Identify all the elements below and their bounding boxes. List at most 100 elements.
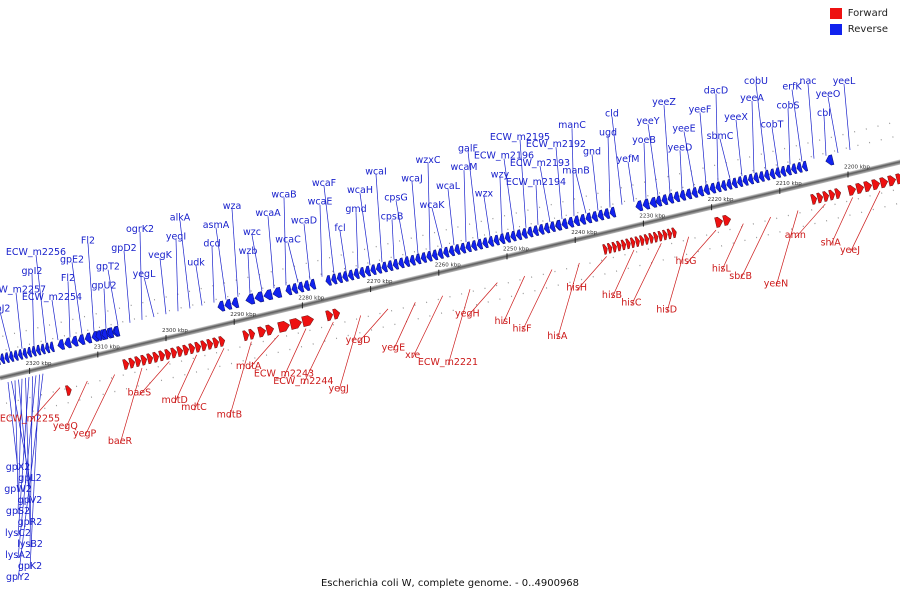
label-leader (519, 139, 527, 228)
label-leader (521, 269, 553, 332)
label-leader (483, 196, 491, 237)
forward-gene-arrow (289, 318, 302, 330)
label-leader (715, 93, 719, 182)
reverse-gene-arrow (403, 256, 411, 267)
gene-label-yegq: yegQ (53, 421, 78, 432)
reverse-gene-arrow (4, 352, 10, 363)
gene-label-fl2: Fl2 (81, 235, 95, 246)
reverse-gene-arrow (392, 258, 400, 270)
reverse-gene-arrow (649, 196, 658, 208)
label-leader (467, 282, 498, 317)
gene-label-wcaj: wcaJ (401, 174, 423, 185)
reverse-gene-arrow (398, 257, 405, 269)
label-leader (51, 300, 59, 341)
gene-label-ecw-m2255: ECW_m2255 (0, 414, 60, 425)
label-leader (427, 162, 431, 251)
gene-label-cld: cld (605, 109, 619, 120)
label-leader (355, 212, 359, 269)
reverse-gene-arrow (742, 174, 749, 186)
reverse-gene-arrow (597, 209, 605, 221)
label-leader (17, 378, 23, 515)
reverse-gene-arrow (224, 298, 233, 310)
forward-gene-arrow (671, 227, 677, 239)
gene-label-dacd: dacD (704, 86, 728, 97)
gene-label-ecw-m2243: ECW_m2243 (254, 369, 314, 380)
label-leader (71, 262, 83, 335)
label-leader (719, 138, 731, 179)
gene-label-baes: baeS (127, 387, 151, 398)
reverse-gene-arrow (697, 185, 705, 197)
gene-label-wzx: wzx (475, 188, 494, 199)
genome-caption: Escherichia coli W, complete genome. - 0… (320, 578, 580, 589)
reverse-gene-arrow (40, 343, 46, 355)
gene-label-gpu2: gpU2 (91, 281, 116, 292)
gene-label-yefm: yefM (616, 154, 639, 165)
label-leader (827, 96, 839, 153)
label-leader (751, 101, 755, 174)
label-leader (431, 207, 443, 249)
label-leader (175, 239, 179, 312)
legend-reverse-label: Reverse (847, 24, 888, 35)
gene-label-wcae: wcaE (308, 197, 333, 208)
tick-label: 2320 kbp (26, 361, 52, 367)
forward-gene-arrow (212, 337, 220, 349)
gene-label-gps2: gpS2 (6, 506, 30, 517)
reverse-gene-arrow (780, 165, 787, 177)
tick-label: 2200 kbp (844, 164, 870, 170)
reverse-gene-arrow (493, 234, 500, 246)
gene-label-gpv2: gpV2 (18, 495, 43, 506)
reverse-gene-arrow (591, 211, 599, 222)
reverse-gene-arrow (543, 222, 551, 234)
label-leader (502, 275, 525, 325)
reverse-gene-arrow (635, 200, 644, 212)
label-leader (823, 115, 827, 156)
label-leader (119, 367, 143, 445)
label-leader (248, 334, 279, 370)
gene-label-gpr2: gpR2 (18, 517, 43, 528)
reverse-gene-arrow (459, 242, 467, 254)
gene-label-vegk: vegK (148, 250, 172, 261)
gene-label-cbl: cbl (817, 108, 831, 119)
label-leader (663, 105, 671, 194)
reverse-gene-arrow (465, 241, 472, 253)
reverse-gene-arrow (715, 181, 722, 193)
reverse-gene-arrow (796, 162, 803, 173)
gene-label-wcak: wcaK (419, 200, 445, 211)
reverse-gene-arrow (409, 254, 416, 266)
gene-label-yeeo: yeeO (816, 89, 841, 100)
gene-label-yeen: yeeN (764, 278, 788, 289)
forward-gene-arrow (122, 359, 130, 370)
label-leader (627, 161, 635, 202)
reverse-gene-arrow (437, 248, 444, 259)
gene-label-ecw-m2192: ECW_m2192 (526, 139, 586, 150)
backbone-bar (0, 151, 900, 381)
gene-label-wcab: wcaB (271, 189, 296, 200)
gene-label-yegp: yegP (73, 428, 96, 439)
label-leader (84, 374, 115, 437)
gene-label-hisd: hisD (656, 305, 677, 316)
forward-gene-arrow (164, 349, 172, 360)
forward-gene-arrow (620, 239, 627, 251)
legend: Forward Reverse (829, 8, 888, 40)
reverse-gene-arrow (499, 233, 506, 245)
label-leader (338, 315, 362, 392)
reverse-gene-arrow (381, 261, 388, 273)
reverse-gene-arrow (573, 215, 581, 227)
label-leader (139, 231, 143, 320)
label-leader (215, 227, 227, 300)
forward-gene-arrow (242, 330, 250, 342)
reverse-gene-arrow (791, 163, 798, 175)
forward-gene-arrow (146, 353, 154, 365)
label-leader (571, 128, 575, 217)
gene-label-ugd: ugd (599, 128, 617, 139)
label-leader (830, 197, 853, 246)
reverse-gene-arrow (426, 250, 433, 262)
label-leader (535, 184, 539, 225)
gene-label-ecw-m2256: ECW_m2256 (6, 247, 66, 258)
gene-label-wcam: wcaM (450, 162, 477, 173)
reverse-gene-arrow (13, 350, 19, 361)
reverse-gene-arrow (57, 339, 66, 350)
reverse-gene-arrow (387, 260, 394, 271)
gene-label-gpj2: gpJ2 (0, 304, 10, 315)
reverse-gene-arrow (476, 238, 484, 250)
